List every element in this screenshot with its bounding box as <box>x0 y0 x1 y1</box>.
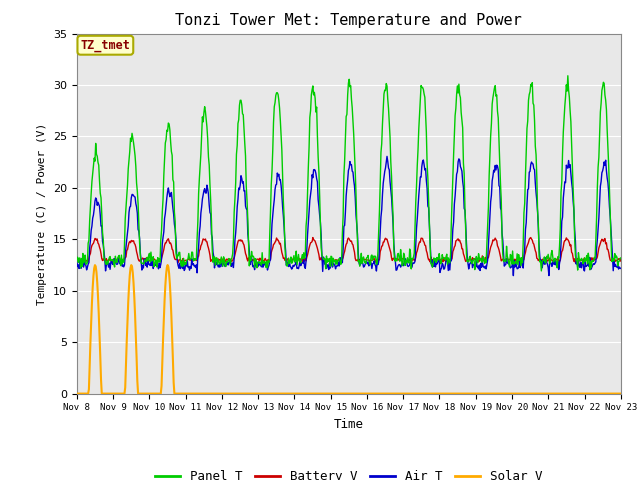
Air T <box>73 259 81 265</box>
Line: Battery V: Battery V <box>77 238 621 263</box>
Legend: Panel T, Battery V, Air T, Solar V: Panel T, Battery V, Air T, Solar V <box>150 465 548 480</box>
Air T <box>431 264 439 270</box>
Solar V <box>164 262 172 268</box>
Air T <box>139 263 147 269</box>
Battery V <box>416 239 424 245</box>
Line: Air T: Air T <box>77 156 621 276</box>
Panel T <box>223 258 230 264</box>
Text: TZ_tmet: TZ_tmet <box>81 39 131 52</box>
Solar V <box>195 391 202 396</box>
Solar V <box>617 391 625 396</box>
Air T <box>509 273 517 278</box>
Panel T <box>415 126 422 132</box>
Battery V <box>572 260 579 265</box>
Air T <box>416 184 424 190</box>
Solar V <box>139 391 147 396</box>
Battery V <box>223 256 230 262</box>
Panel T <box>431 258 438 264</box>
Panel T <box>564 73 572 79</box>
Air T <box>617 265 625 271</box>
Panel T <box>73 256 81 262</box>
Air T <box>83 267 90 273</box>
Solar V <box>73 391 81 396</box>
Panel T <box>139 261 147 266</box>
Battery V <box>617 258 625 264</box>
Title: Tonzi Tower Met: Temperature and Power: Tonzi Tower Met: Temperature and Power <box>175 13 522 28</box>
Air T <box>194 252 202 257</box>
Panel T <box>194 219 202 225</box>
Air T <box>223 261 230 266</box>
Battery V <box>83 258 90 264</box>
Battery V <box>73 256 81 262</box>
Air T <box>383 154 391 159</box>
Solar V <box>431 391 439 396</box>
Panel T <box>83 261 90 267</box>
Y-axis label: Temperature (C) / Power (V): Temperature (C) / Power (V) <box>37 122 47 305</box>
Battery V <box>194 254 202 260</box>
Line: Solar V: Solar V <box>77 265 621 394</box>
Solar V <box>83 391 90 396</box>
Panel T <box>617 255 625 261</box>
Solar V <box>416 391 424 396</box>
Battery V <box>309 235 317 240</box>
Battery V <box>431 258 439 264</box>
X-axis label: Time: Time <box>334 418 364 431</box>
Battery V <box>139 255 147 261</box>
Line: Panel T: Panel T <box>77 76 621 271</box>
Solar V <box>223 391 231 396</box>
Panel T <box>538 268 545 274</box>
